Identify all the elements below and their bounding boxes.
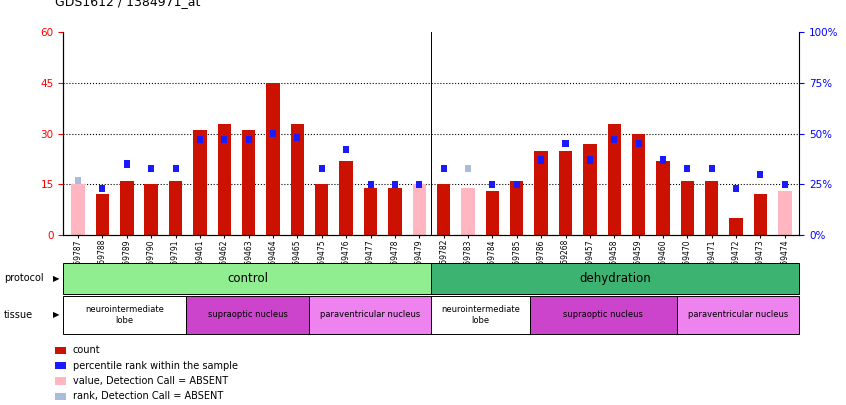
Bar bbox=[291, 124, 304, 235]
Bar bbox=[315, 184, 328, 235]
Bar bbox=[681, 181, 694, 235]
Bar bbox=[294, 134, 300, 141]
Text: paraventricular nucleus: paraventricular nucleus bbox=[688, 310, 788, 320]
Bar bbox=[96, 194, 109, 235]
Bar bbox=[124, 160, 129, 168]
Text: value, Detection Call = ABSENT: value, Detection Call = ABSENT bbox=[73, 376, 228, 386]
Bar bbox=[367, 181, 374, 188]
Bar bbox=[559, 151, 572, 235]
Bar bbox=[583, 144, 596, 235]
Bar bbox=[217, 124, 231, 235]
Bar bbox=[563, 140, 569, 147]
Bar bbox=[388, 188, 402, 235]
Bar bbox=[510, 181, 524, 235]
Bar bbox=[660, 156, 666, 164]
Text: ▶: ▶ bbox=[52, 274, 59, 283]
Bar bbox=[145, 184, 158, 235]
Bar bbox=[416, 181, 422, 188]
Bar bbox=[461, 188, 475, 235]
Bar bbox=[514, 181, 519, 188]
Bar bbox=[684, 164, 690, 172]
Bar bbox=[75, 177, 81, 184]
Bar bbox=[100, 185, 106, 192]
Bar bbox=[173, 164, 179, 172]
Bar bbox=[364, 188, 377, 235]
Text: supraoptic nucleus: supraoptic nucleus bbox=[563, 310, 643, 320]
Bar bbox=[587, 156, 593, 164]
Text: paraventricular nucleus: paraventricular nucleus bbox=[320, 310, 420, 320]
Bar bbox=[729, 218, 743, 235]
Bar bbox=[319, 164, 325, 172]
Bar bbox=[343, 146, 349, 153]
Text: ▶: ▶ bbox=[52, 310, 59, 320]
Bar bbox=[169, 181, 182, 235]
Text: count: count bbox=[73, 345, 101, 355]
Bar bbox=[120, 181, 134, 235]
Bar bbox=[709, 164, 715, 172]
Text: rank, Detection Call = ABSENT: rank, Detection Call = ABSENT bbox=[73, 392, 223, 401]
Bar bbox=[392, 181, 398, 188]
Bar bbox=[270, 130, 276, 137]
Bar bbox=[733, 185, 739, 192]
Bar bbox=[339, 161, 353, 235]
Bar bbox=[71, 184, 85, 235]
Bar bbox=[611, 136, 618, 143]
Text: GDS1612 / 1384971_at: GDS1612 / 1384971_at bbox=[55, 0, 201, 8]
Bar bbox=[757, 171, 763, 178]
Bar bbox=[705, 181, 718, 235]
Text: percentile rank within the sample: percentile rank within the sample bbox=[73, 361, 238, 371]
Bar bbox=[441, 164, 447, 172]
Bar bbox=[465, 164, 471, 172]
Bar bbox=[148, 164, 154, 172]
Bar bbox=[632, 134, 645, 235]
Bar bbox=[266, 83, 280, 235]
Bar bbox=[538, 156, 544, 164]
Bar bbox=[486, 191, 499, 235]
Bar bbox=[535, 151, 548, 235]
Text: protocol: protocol bbox=[4, 273, 44, 283]
Bar bbox=[222, 136, 228, 143]
Bar bbox=[193, 130, 206, 235]
Bar bbox=[782, 181, 788, 188]
Bar bbox=[754, 194, 767, 235]
Bar bbox=[778, 191, 792, 235]
Bar bbox=[197, 136, 203, 143]
Text: dehydration: dehydration bbox=[580, 272, 651, 285]
Bar bbox=[437, 184, 450, 235]
Text: control: control bbox=[227, 272, 268, 285]
Bar bbox=[656, 161, 670, 235]
Bar bbox=[607, 124, 621, 235]
Text: supraoptic nucleus: supraoptic nucleus bbox=[207, 310, 288, 320]
Bar bbox=[242, 130, 255, 235]
Text: neurointermediate
lobe: neurointermediate lobe bbox=[441, 305, 520, 324]
Bar bbox=[245, 136, 252, 143]
Bar bbox=[489, 181, 496, 188]
Bar bbox=[635, 140, 641, 147]
Text: tissue: tissue bbox=[4, 310, 33, 320]
Text: neurointermediate
lobe: neurointermediate lobe bbox=[85, 305, 164, 324]
Bar bbox=[413, 184, 426, 235]
